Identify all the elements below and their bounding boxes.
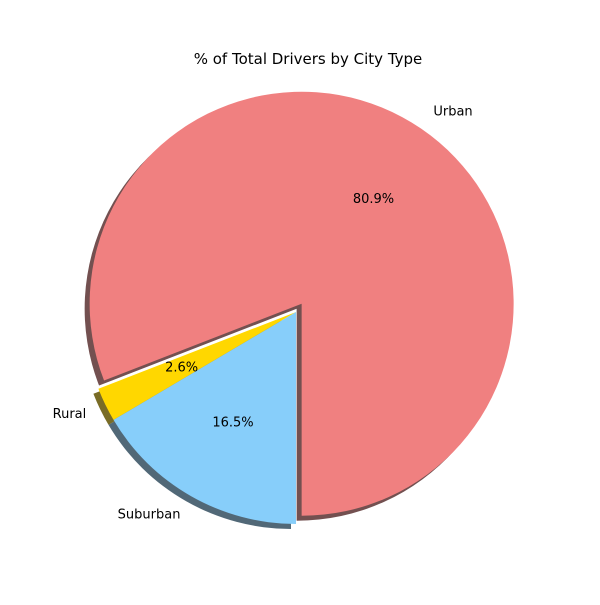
pct-label-urban: 80.9% (353, 192, 394, 207)
pct-label-suburban: 16.5% (212, 415, 253, 430)
slice-label-urban: Urban (433, 104, 472, 119)
pie-slice-suburban (113, 312, 296, 524)
pie-labels: Urban 80.9% Rural 2.6% Suburban 16.5% (53, 104, 473, 522)
pct-label-rural: 2.6% (165, 361, 198, 376)
pie-slice-urban (89, 91, 514, 516)
slice-label-rural: Rural (53, 407, 87, 422)
chart-title: % of Total Drivers by City Type (194, 50, 423, 68)
pie-slices (89, 91, 514, 524)
slice-label-suburban: Suburban (118, 508, 181, 523)
pie-slice-rural (98, 312, 296, 420)
